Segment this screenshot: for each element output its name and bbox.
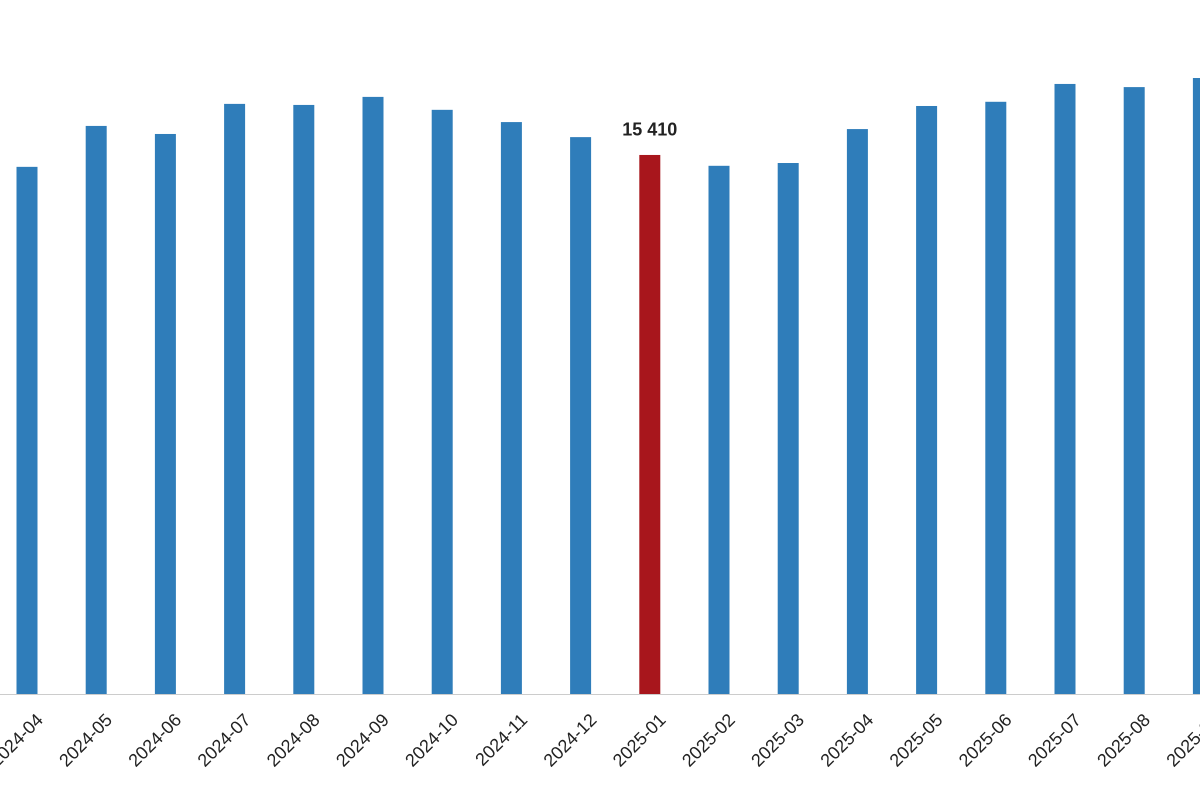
bar xyxy=(916,105,938,695)
x-tick-label: 2024-10 xyxy=(401,710,462,771)
bar xyxy=(985,101,1007,695)
bar xyxy=(362,96,384,694)
bar xyxy=(154,133,176,694)
bar xyxy=(293,104,315,694)
bar xyxy=(431,109,453,695)
bar xyxy=(777,163,799,694)
bar xyxy=(16,166,38,695)
bar xyxy=(1192,78,1200,694)
x-tick-label: 2024-09 xyxy=(332,710,393,771)
bar xyxy=(500,122,522,694)
bar xyxy=(1123,87,1145,695)
x-tick-label: 2024-11 xyxy=(471,710,531,770)
value-label: 15 410 xyxy=(622,120,677,140)
x-tick-label: 2025-06 xyxy=(955,710,1016,771)
x-tick-label: 2025-07 xyxy=(1024,710,1085,771)
bar xyxy=(1054,83,1076,695)
x-tick-label: 2024-04 xyxy=(0,710,47,771)
x-tick-label: 2025-02 xyxy=(678,710,739,771)
x-tick-label: 2025-05 xyxy=(886,710,947,771)
bar xyxy=(85,125,107,694)
bar xyxy=(224,103,246,694)
x-tick-label: 2024-07 xyxy=(194,710,255,771)
x-tick-label: 2024-12 xyxy=(540,710,601,771)
x-tick-label: 2025-04 xyxy=(816,710,877,771)
bar xyxy=(846,129,868,694)
x-tick-label: 2025-03 xyxy=(747,710,808,771)
x-tick-label: 2024-08 xyxy=(263,710,324,771)
bar xyxy=(639,154,661,694)
x-tick-label: 2025-01 xyxy=(609,710,670,771)
x-tick-label: 2024-05 xyxy=(55,710,116,771)
bar xyxy=(570,137,592,694)
x-tick-label: 2024-06 xyxy=(124,710,185,771)
x-tick-label: 2025-09 xyxy=(1162,710,1200,771)
x-tick-label: 2025-08 xyxy=(1093,710,1154,771)
bar xyxy=(708,165,730,694)
